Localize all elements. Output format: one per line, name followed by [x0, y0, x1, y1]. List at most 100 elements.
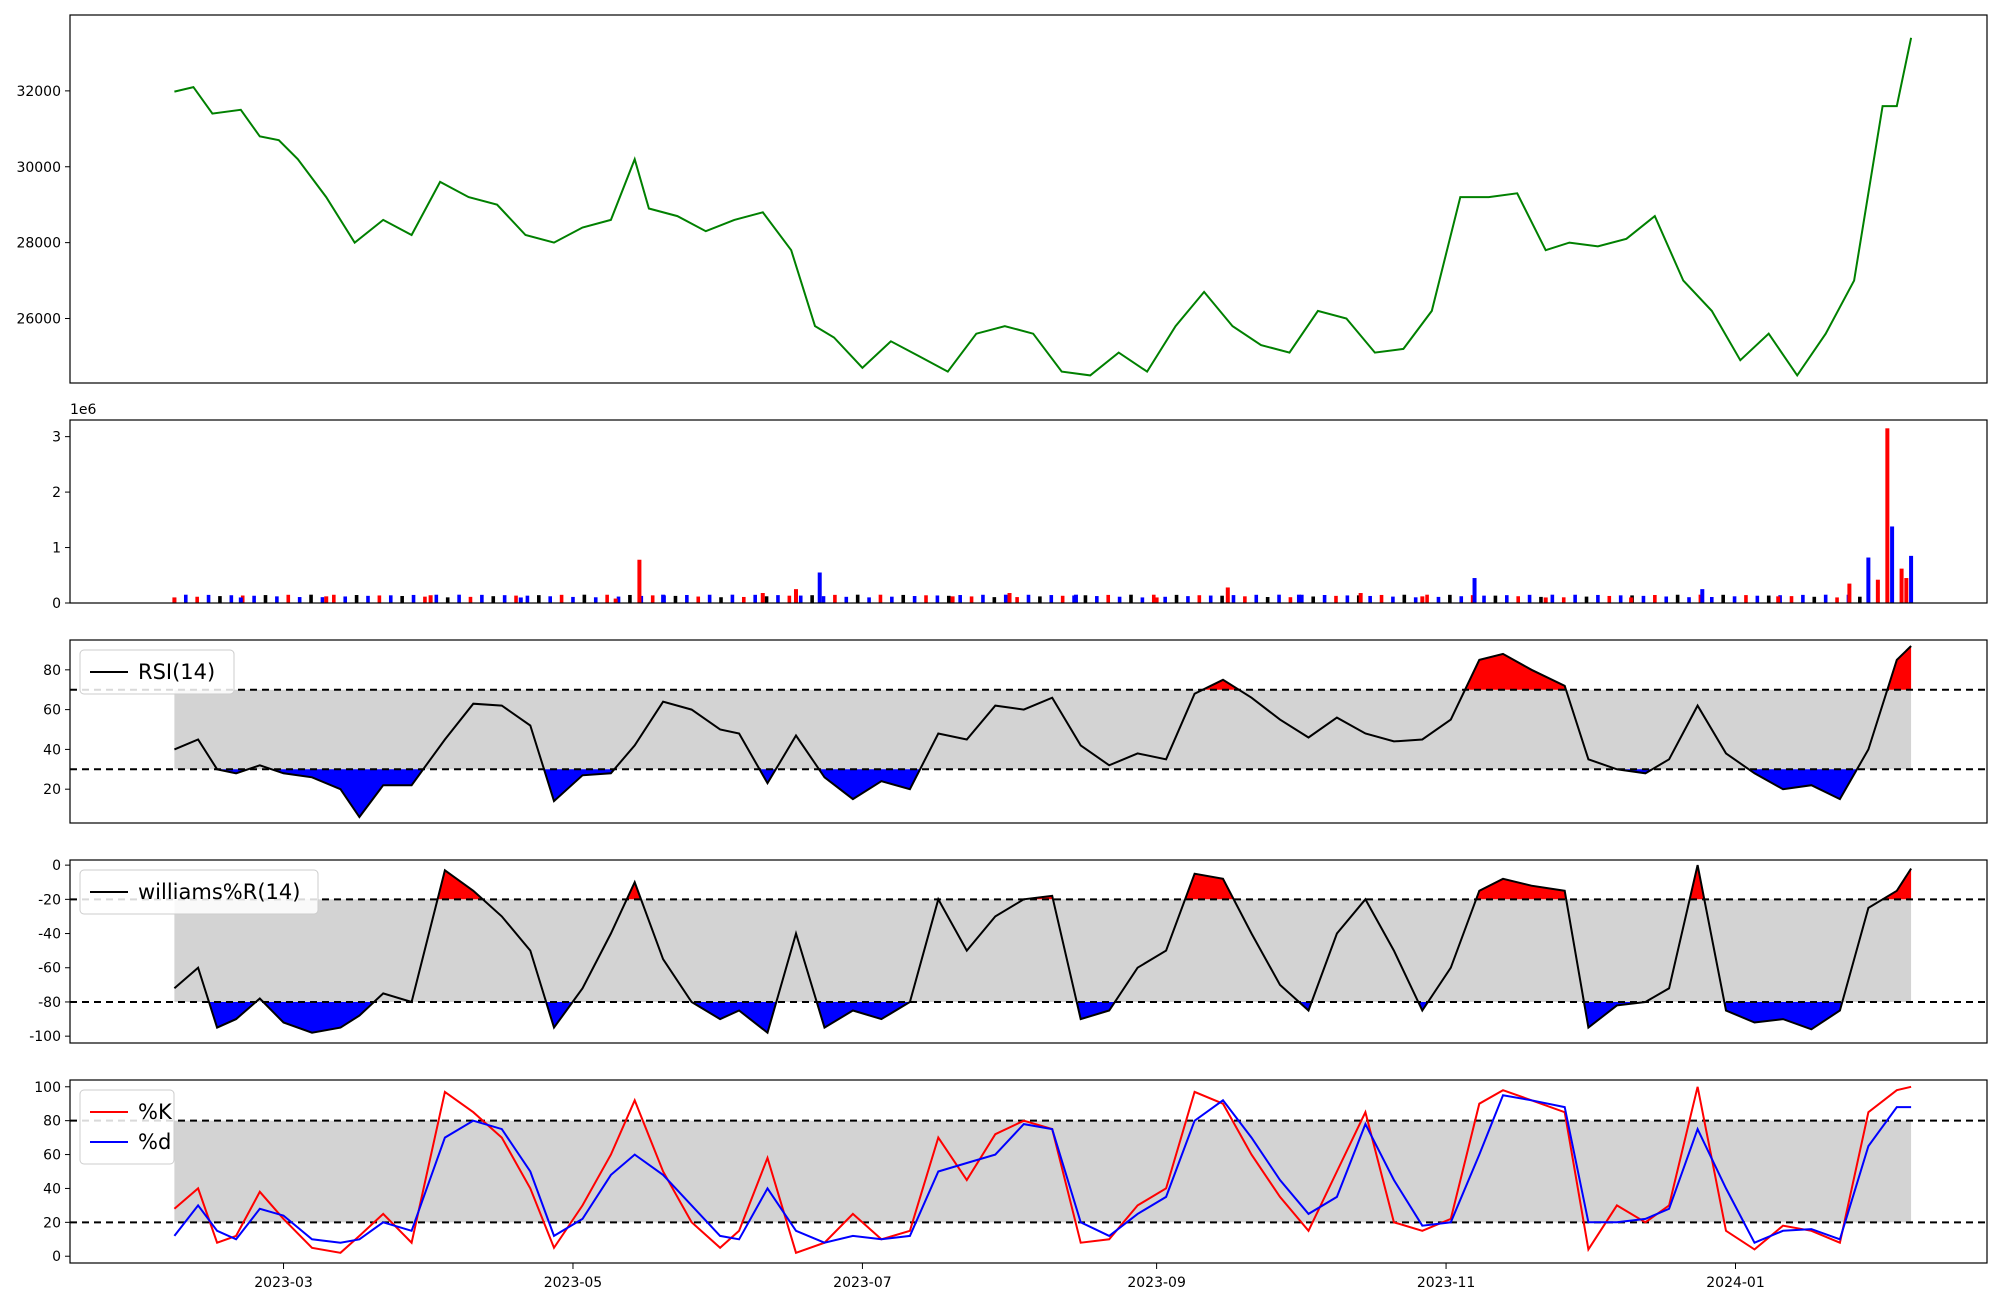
volume-bar — [992, 597, 997, 603]
volume-bar — [924, 595, 928, 603]
stoch-ytick-label: 20 — [43, 1215, 61, 1231]
volume-bar — [855, 594, 860, 603]
volume-bar — [844, 596, 849, 603]
volume-bar — [935, 595, 940, 603]
volume-bar — [525, 595, 530, 603]
volume-bar — [1174, 594, 1179, 603]
volume-bar — [1265, 597, 1270, 603]
volume-ytick-label: 2 — [52, 485, 61, 501]
volume-bar — [628, 594, 632, 603]
volume-bar — [309, 594, 313, 603]
volume-bar — [1664, 596, 1669, 603]
williams-ytick-label: -40 — [38, 927, 61, 943]
volume-bar — [878, 594, 883, 603]
volume-bar — [1073, 594, 1078, 603]
volume-bar — [400, 595, 404, 603]
volume-bar — [1140, 597, 1145, 603]
williams-ytick-label: -80 — [38, 995, 61, 1011]
volume-bar — [275, 596, 279, 603]
volume-bar — [1709, 597, 1714, 603]
volume-bar — [1789, 596, 1794, 603]
volume-bar — [1776, 596, 1781, 603]
volume-bar — [1885, 428, 1890, 603]
volume-bar — [1106, 594, 1111, 603]
volume-bar — [172, 597, 177, 603]
volume-bar — [195, 596, 199, 603]
volume-bar — [1866, 557, 1871, 603]
price-frame — [69, 14, 1988, 384]
volume-bar — [1277, 594, 1281, 603]
volume-bar — [1208, 595, 1213, 603]
volume-bar — [1038, 596, 1042, 603]
rsi-legend-label: RSI(14) — [138, 660, 215, 684]
volume-bar — [798, 595, 803, 603]
volume-bar — [377, 595, 382, 603]
volume-bar — [833, 594, 837, 603]
volume-bar — [1225, 587, 1230, 603]
volume-bar — [946, 595, 951, 603]
volume-bar — [238, 597, 243, 603]
volume-bar — [324, 596, 329, 603]
volume-bar — [1459, 596, 1464, 603]
volume-bar — [1083, 595, 1088, 603]
volume-bar — [343, 596, 348, 603]
stochastic-panel: 0 20 40 60 80 100 %K %d — [34, 1079, 1988, 1265]
volume-bar — [1543, 597, 1548, 603]
volume-exponent-label: 1e6 — [70, 402, 97, 418]
volume-bar — [1186, 596, 1190, 603]
volume-bar — [1875, 579, 1880, 603]
volume-bar — [696, 596, 701, 603]
volume-bar — [1296, 594, 1301, 603]
volume-bar — [1700, 589, 1705, 603]
volume-bar — [958, 595, 962, 603]
volume-bar — [263, 595, 268, 603]
rsi-oversold-area — [174, 769, 1912, 817]
price-ytick-label: 26000 — [16, 312, 61, 328]
volume-bar — [1402, 594, 1407, 603]
volume-bar — [183, 594, 188, 603]
williams-r-panel: -100 -80 -60 -40 -20 0 williams%R(14) — [29, 858, 1988, 1045]
volume-bar — [1847, 583, 1852, 603]
volume-bar — [1899, 568, 1904, 603]
volume-bar — [1755, 595, 1760, 603]
price-panel: 26000 28000 30000 32000 — [16, 14, 1988, 384]
volume-bar — [1015, 597, 1019, 603]
volume-bar — [776, 595, 780, 603]
stoch-line-k — [173, 1085, 1912, 1255]
volume-bar — [730, 594, 735, 603]
stoch-neutral-band — [174, 1120, 1912, 1223]
volume-bar — [1472, 578, 1477, 603]
volume-bar — [1835, 597, 1839, 603]
volume-bar — [950, 596, 955, 603]
volume-bar — [912, 596, 917, 603]
volume-bar — [890, 596, 894, 603]
volume-bar — [1129, 594, 1133, 603]
stoch-legend-label: %d — [138, 1130, 171, 1154]
volume-bar — [867, 597, 871, 603]
volume-bar — [707, 594, 712, 603]
rsi-ytick-label: 60 — [43, 703, 61, 719]
rsi-legend-box — [79, 649, 235, 695]
volume-bar — [428, 595, 433, 603]
volume-bar — [1573, 594, 1577, 603]
rsi-neutral-band — [174, 689, 1912, 770]
volume-bar — [252, 595, 256, 603]
volume-bar — [719, 597, 723, 603]
volume-bar — [286, 594, 291, 603]
volume-bar — [1653, 594, 1657, 603]
williams-overbought-area — [174, 865, 1912, 900]
date-axis: 2023-03 2023-05 2023-07 2023-09 2023-11 2024-… — [254, 1263, 1765, 1291]
volume-bar — [457, 594, 461, 603]
volume-bar — [297, 597, 302, 603]
volume-bar — [491, 596, 496, 603]
x-tick-label: 2024-01 — [1706, 1275, 1765, 1291]
volume-bar — [1117, 596, 1122, 603]
volume-bar — [1505, 595, 1509, 603]
volume-bar — [1890, 526, 1895, 603]
volume-bar — [1766, 595, 1771, 603]
rsi-ytick-label: 20 — [43, 782, 61, 798]
volume-bar — [1151, 594, 1156, 603]
volume-ytick-label: 3 — [52, 430, 61, 446]
rsi-panel: 20 40 60 80 RSI(14) — [43, 639, 1988, 824]
volume-bar — [901, 594, 906, 603]
